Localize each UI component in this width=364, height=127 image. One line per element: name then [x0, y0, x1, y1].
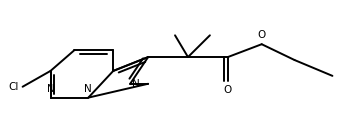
- Text: N: N: [84, 84, 92, 94]
- Text: Cl: Cl: [8, 82, 19, 92]
- Text: N: N: [132, 79, 140, 89]
- Text: N: N: [47, 84, 54, 94]
- Text: O: O: [224, 85, 232, 95]
- Text: O: O: [258, 30, 266, 40]
